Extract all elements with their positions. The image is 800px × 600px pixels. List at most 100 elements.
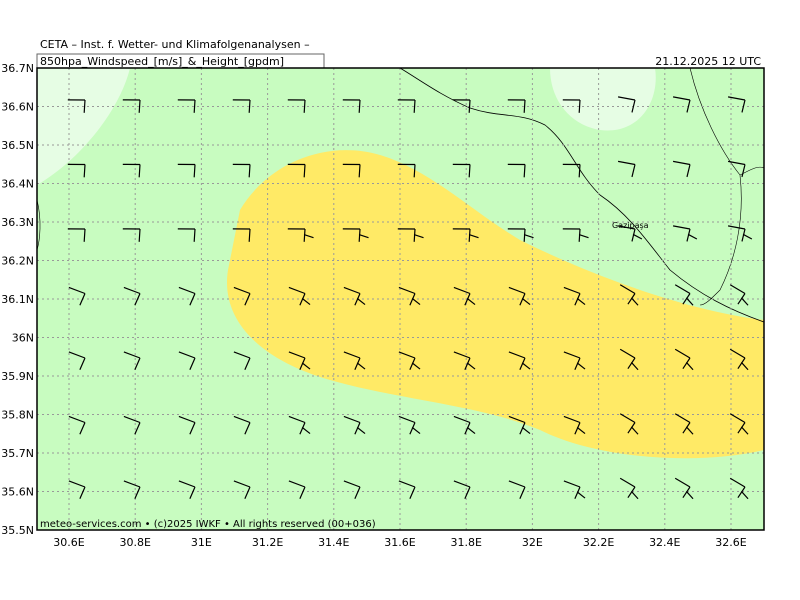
- wind-barb: [674, 477, 694, 500]
- barb-staff: [122, 99, 141, 113]
- wind-barb: [672, 225, 698, 242]
- wind-barb: [288, 286, 311, 306]
- map-area: Gazipaşa meteo-services.com • (c)2025 IW…: [36, 67, 765, 531]
- barb-feather: [521, 297, 531, 306]
- wind-barb: [619, 284, 639, 306]
- barb-staff: [674, 477, 691, 498]
- barb-feather: [630, 361, 639, 371]
- wind-barb: [508, 480, 526, 499]
- barb-staff: [562, 228, 581, 242]
- barb-feather: [630, 297, 639, 306]
- wind-barb: [288, 480, 306, 499]
- barb-feather: [740, 297, 749, 306]
- barb-feather: [523, 234, 534, 239]
- barb-staff: [619, 413, 636, 434]
- barb-feather: [685, 297, 694, 306]
- lat-label: 36.6N: [1, 101, 34, 114]
- lat-label: 36.5N: [1, 139, 34, 152]
- wind-barb: [122, 228, 141, 242]
- wind-barb: [508, 286, 531, 306]
- wind-barb: [397, 163, 416, 178]
- barb-staff: [233, 415, 251, 435]
- wind-barb: [178, 286, 196, 306]
- border: [689, 67, 765, 306]
- barb-staff: [177, 99, 196, 113]
- wind-barb: [178, 415, 196, 435]
- barb-staff: [232, 163, 251, 178]
- light-field: [550, 68, 656, 131]
- barb-feather: [466, 297, 476, 306]
- wind-barb: [342, 163, 361, 178]
- barb-feather: [468, 234, 479, 239]
- barb-staff: [67, 163, 86, 178]
- barb-staff: [123, 286, 141, 306]
- barb-feather: [303, 234, 314, 239]
- wind-barb: [562, 228, 589, 242]
- barb-staff: [287, 99, 306, 113]
- lon-label: 32.4E: [649, 536, 680, 549]
- lat-label: 36.2N: [1, 255, 34, 268]
- wind-barb: [177, 99, 196, 113]
- barb-staff: [674, 284, 691, 305]
- barb-staff: [68, 480, 86, 499]
- valid-time: 21.12.2025 12 UTC: [655, 55, 761, 68]
- wind-barb: [617, 160, 636, 178]
- wind-barb: [617, 96, 636, 113]
- barb-feather: [413, 234, 424, 239]
- wind-barb: [233, 480, 251, 499]
- lat-label: 36.3N: [1, 216, 34, 229]
- wind-barb: [288, 351, 311, 370]
- barb-staff: [727, 96, 746, 113]
- barb-staff: [619, 284, 636, 305]
- wind-barb: [452, 228, 479, 242]
- wind-barb: [233, 286, 251, 306]
- barb-feather: [632, 233, 643, 240]
- barb-staff: [727, 160, 746, 178]
- barb-feather: [685, 426, 694, 435]
- wind-barb: [123, 415, 141, 435]
- wind-barb: [288, 415, 311, 435]
- barb-staff: [729, 413, 746, 434]
- barb-staff: [177, 163, 196, 178]
- wind-barb: [508, 351, 531, 370]
- place-label: Gazipaşa: [612, 221, 649, 230]
- barb-feather: [411, 297, 421, 306]
- lon-label: 31.6E: [384, 536, 415, 549]
- wind-barb: [122, 163, 141, 178]
- barb-feather: [740, 361, 749, 371]
- barb-staff: [178, 286, 196, 306]
- wind-barb: [619, 348, 639, 371]
- wind-barb: [563, 480, 586, 499]
- barb-feather: [576, 362, 586, 370]
- barb-staff: [397, 163, 416, 178]
- barb-staff: [233, 351, 251, 370]
- lat-label: 36N: [12, 332, 34, 345]
- wind-barb: [507, 163, 526, 178]
- barb-staff: [343, 480, 361, 499]
- lon-label: 32.6E: [715, 536, 746, 549]
- wind-barb: [287, 228, 314, 242]
- barb-staff: [397, 99, 416, 113]
- wind-barb: [232, 228, 251, 242]
- wind-barb: [727, 96, 746, 113]
- wind-barb: [123, 351, 141, 370]
- wind-barb: [67, 228, 86, 242]
- barb-staff: [67, 99, 86, 113]
- barb-staff: [67, 228, 86, 242]
- barb-staff: [123, 480, 141, 499]
- wind-barb: [453, 480, 471, 499]
- lat-label: 36.4N: [1, 178, 34, 191]
- barb-feather: [301, 426, 311, 435]
- barb-staff: [178, 415, 196, 435]
- lat-label: 35.7N: [1, 447, 34, 460]
- lat-label: 36.1N: [1, 293, 34, 306]
- lat-label: 35.5N: [1, 524, 34, 537]
- barb-feather: [630, 490, 639, 500]
- wind-barb: [343, 480, 361, 499]
- lon-label: 32E: [522, 536, 543, 549]
- barb-feather: [358, 234, 369, 239]
- barb-feather: [576, 491, 586, 499]
- wind-barb: [123, 480, 141, 499]
- lat-label: 35.6N: [1, 486, 34, 499]
- wind-barb: [232, 99, 251, 113]
